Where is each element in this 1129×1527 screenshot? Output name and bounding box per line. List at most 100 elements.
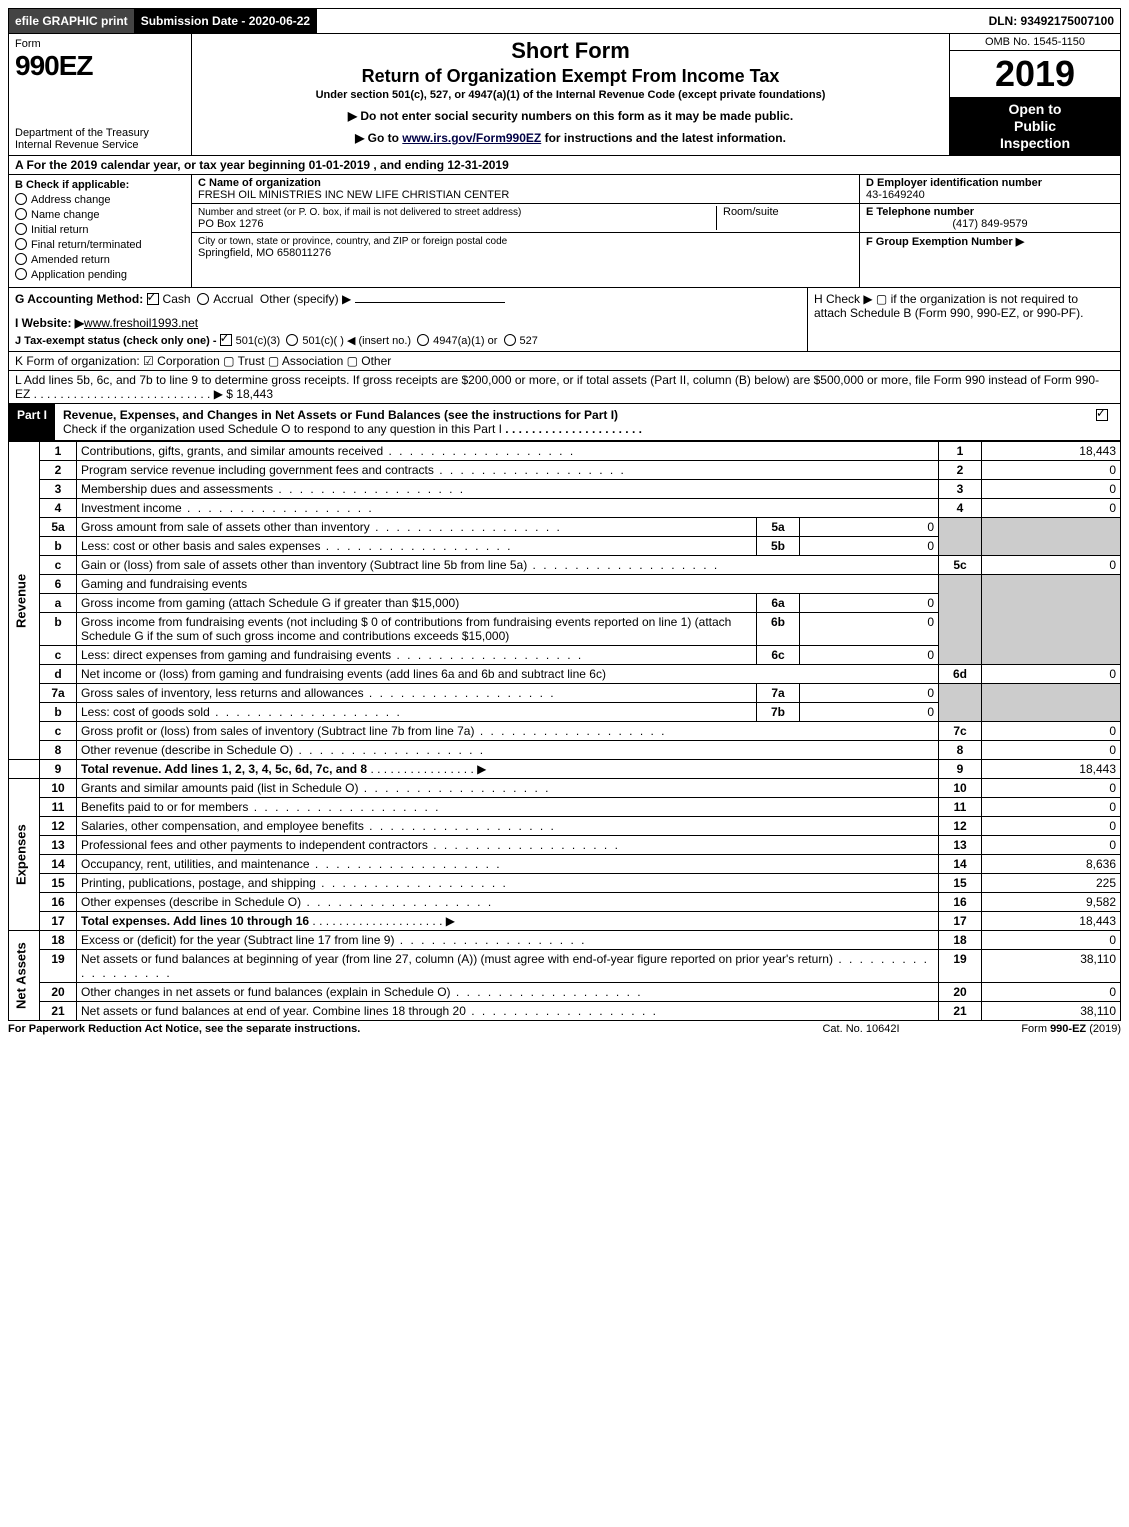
chk-application-pending[interactable]: Application pending — [31, 269, 127, 281]
chk-schedule-o[interactable] — [1096, 409, 1108, 421]
form-number: 990EZ — [15, 50, 185, 82]
part1-header: Part I Revenue, Expenses, and Changes in… — [8, 404, 1121, 441]
line-6d-val: 0 — [982, 665, 1121, 684]
ein-value: 43-1649240 — [866, 189, 925, 201]
line-14-desc: Occupancy, rent, utilities, and maintena… — [77, 855, 939, 874]
tax-year: 2019 — [950, 51, 1120, 97]
top-bar: efile GRAPHIC print Submission Date - 20… — [8, 8, 1121, 34]
line-12-val: 0 — [982, 817, 1121, 836]
line-1-desc: Contributions, gifts, grants, and simila… — [77, 442, 939, 461]
irs-label: Internal Revenue Service — [15, 139, 185, 151]
chk-501c[interactable] — [286, 334, 298, 346]
paperwork-notice: For Paperwork Reduction Act Notice, see … — [8, 1023, 781, 1035]
line-8-desc: Other revenue (describe in Schedule O) — [77, 741, 939, 760]
cat-no: Cat. No. 10642I — [781, 1023, 941, 1035]
phone-label: E Telephone number — [866, 206, 974, 218]
line-9-desc: Total revenue. Add lines 1, 2, 3, 4, 5c,… — [81, 762, 367, 776]
line-20-val: 0 — [982, 983, 1121, 1002]
line-6d-desc: Net income or (loss) from gaming and fun… — [77, 665, 939, 684]
line-5a-desc: Gross amount from sale of assets other t… — [77, 518, 757, 537]
chk-name-change[interactable]: Name change — [31, 209, 100, 221]
goto-suffix: for instructions and the latest informat… — [541, 131, 786, 145]
line-10-val: 0 — [982, 779, 1121, 798]
line-6a-val: 0 — [800, 594, 939, 613]
line-20-desc: Other changes in net assets or fund bala… — [77, 983, 939, 1002]
line-13-val: 0 — [982, 836, 1121, 855]
line-17-val: 18,443 — [982, 912, 1121, 931]
line-11-desc: Benefits paid to or for members — [77, 798, 939, 817]
chk-4947[interactable] — [417, 334, 429, 346]
line-14-val: 8,636 — [982, 855, 1121, 874]
note-goto: ▶ Go to www.irs.gov/Form990EZ for instru… — [355, 131, 786, 145]
line-5c-desc: Gain or (loss) from sale of assets other… — [77, 556, 939, 575]
chk-address-change[interactable]: Address change — [31, 194, 111, 206]
form-label: Form — [15, 38, 185, 50]
chk-527[interactable] — [504, 334, 516, 346]
chk-final-return[interactable]: Final return/terminated — [31, 239, 142, 251]
line-21-desc: Net assets or fund balances at end of ye… — [77, 1002, 939, 1021]
line-15-val: 225 — [982, 874, 1121, 893]
dept-treasury: Department of the Treasury — [15, 127, 185, 139]
line-6-desc: Gaming and fundraising events — [77, 575, 939, 594]
address-label: Number and street (or P. O. box, if mail… — [198, 207, 521, 218]
city-label: City or town, state or province, country… — [198, 236, 507, 247]
line-2-desc: Program service revenue including govern… — [77, 461, 939, 480]
row-h: H Check ▶ ▢ if the organization is not r… — [807, 288, 1120, 351]
chk-amended-return[interactable]: Amended return — [31, 254, 110, 266]
line-21-val: 38,110 — [982, 1002, 1121, 1021]
line-3-val: 0 — [982, 480, 1121, 499]
line-6a-desc: Gross income from gaming (attach Schedul… — [77, 594, 757, 613]
line-3-desc: Membership dues and assessments — [77, 480, 939, 499]
section-netassets: Net Assets — [9, 931, 40, 1021]
chk-501c3[interactable] — [220, 334, 232, 346]
line-5b-val: 0 — [800, 537, 939, 556]
chk-initial-return[interactable]: Initial return — [31, 224, 88, 236]
note-ssn: ▶ Do not enter social security numbers o… — [348, 109, 793, 123]
submission-date: Submission Date - 2020-06-22 — [135, 9, 317, 33]
city-value: Springfield, MO 658011276 — [198, 247, 331, 259]
org-name-value: FRESH OIL MINISTRIES INC NEW LIFE CHRIST… — [198, 189, 509, 201]
line-11-val: 0 — [982, 798, 1121, 817]
goto-prefix: ▶ Go to — [355, 131, 402, 145]
col-b-title: B Check if applicable: — [15, 179, 129, 191]
org-info-block: B Check if applicable: Address change Na… — [8, 175, 1121, 288]
col-de: D Employer identification number 43-1649… — [859, 175, 1120, 287]
line-8-val: 0 — [982, 741, 1121, 760]
irs-link[interactable]: www.irs.gov/Form990EZ — [402, 131, 541, 145]
line-4-val: 0 — [982, 499, 1121, 518]
line-7b-desc: Less: cost of goods sold — [77, 703, 757, 722]
line-1-val: 18,443 — [982, 442, 1121, 461]
line-7b-val: 0 — [800, 703, 939, 722]
line-16-val: 9,582 — [982, 893, 1121, 912]
part1-check-text: Check if the organization used Schedule … — [63, 422, 502, 436]
line-18-val: 0 — [982, 931, 1121, 950]
gross-receipts: ▶ $ 18,443 — [214, 387, 273, 401]
omb-number: OMB No. 1545-1150 — [950, 34, 1120, 51]
line-10-desc: Grants and similar amounts paid (list in… — [77, 779, 939, 798]
line-7c-val: 0 — [982, 722, 1121, 741]
efile-button[interactable]: efile GRAPHIC print — [9, 9, 135, 33]
line-5b-desc: Less: cost or other basis and sales expe… — [77, 537, 757, 556]
line-2-val: 0 — [982, 461, 1121, 480]
line-6c-val: 0 — [800, 646, 939, 665]
part1-title: Revenue, Expenses, and Changes in Net As… — [63, 408, 618, 422]
form-header: Form 990EZ Department of the Treasury In… — [8, 34, 1121, 156]
line-6b-val: 0 — [800, 613, 939, 646]
line-12-desc: Salaries, other compensation, and employ… — [77, 817, 939, 836]
section-expenses: Expenses — [9, 779, 40, 931]
part1-tab: Part I — [9, 404, 55, 440]
page-footer: For Paperwork Reduction Act Notice, see … — [8, 1021, 1121, 1035]
ein-label: D Employer identification number — [866, 177, 1042, 189]
website-value[interactable]: www.freshoil1993.net — [84, 316, 198, 330]
line-6b-desc: Gross income from fundraising events (no… — [77, 613, 757, 646]
dln: DLN: 93492175007100 — [983, 9, 1120, 33]
row-k: K Form of organization: ☑ Corporation ▢ … — [8, 352, 1121, 371]
line-9-val: 18,443 — [982, 760, 1121, 779]
chk-accrual[interactable] — [197, 293, 209, 305]
line-13-desc: Professional fees and other payments to … — [77, 836, 939, 855]
line-5c-val: 0 — [982, 556, 1121, 575]
under-section: Under section 501(c), 527, or 4947(a)(1)… — [316, 89, 826, 101]
row-j: J Tax-exempt status (check only one) - 5… — [15, 334, 801, 347]
chk-cash[interactable] — [147, 293, 159, 305]
room-suite: Room/suite — [716, 206, 853, 230]
